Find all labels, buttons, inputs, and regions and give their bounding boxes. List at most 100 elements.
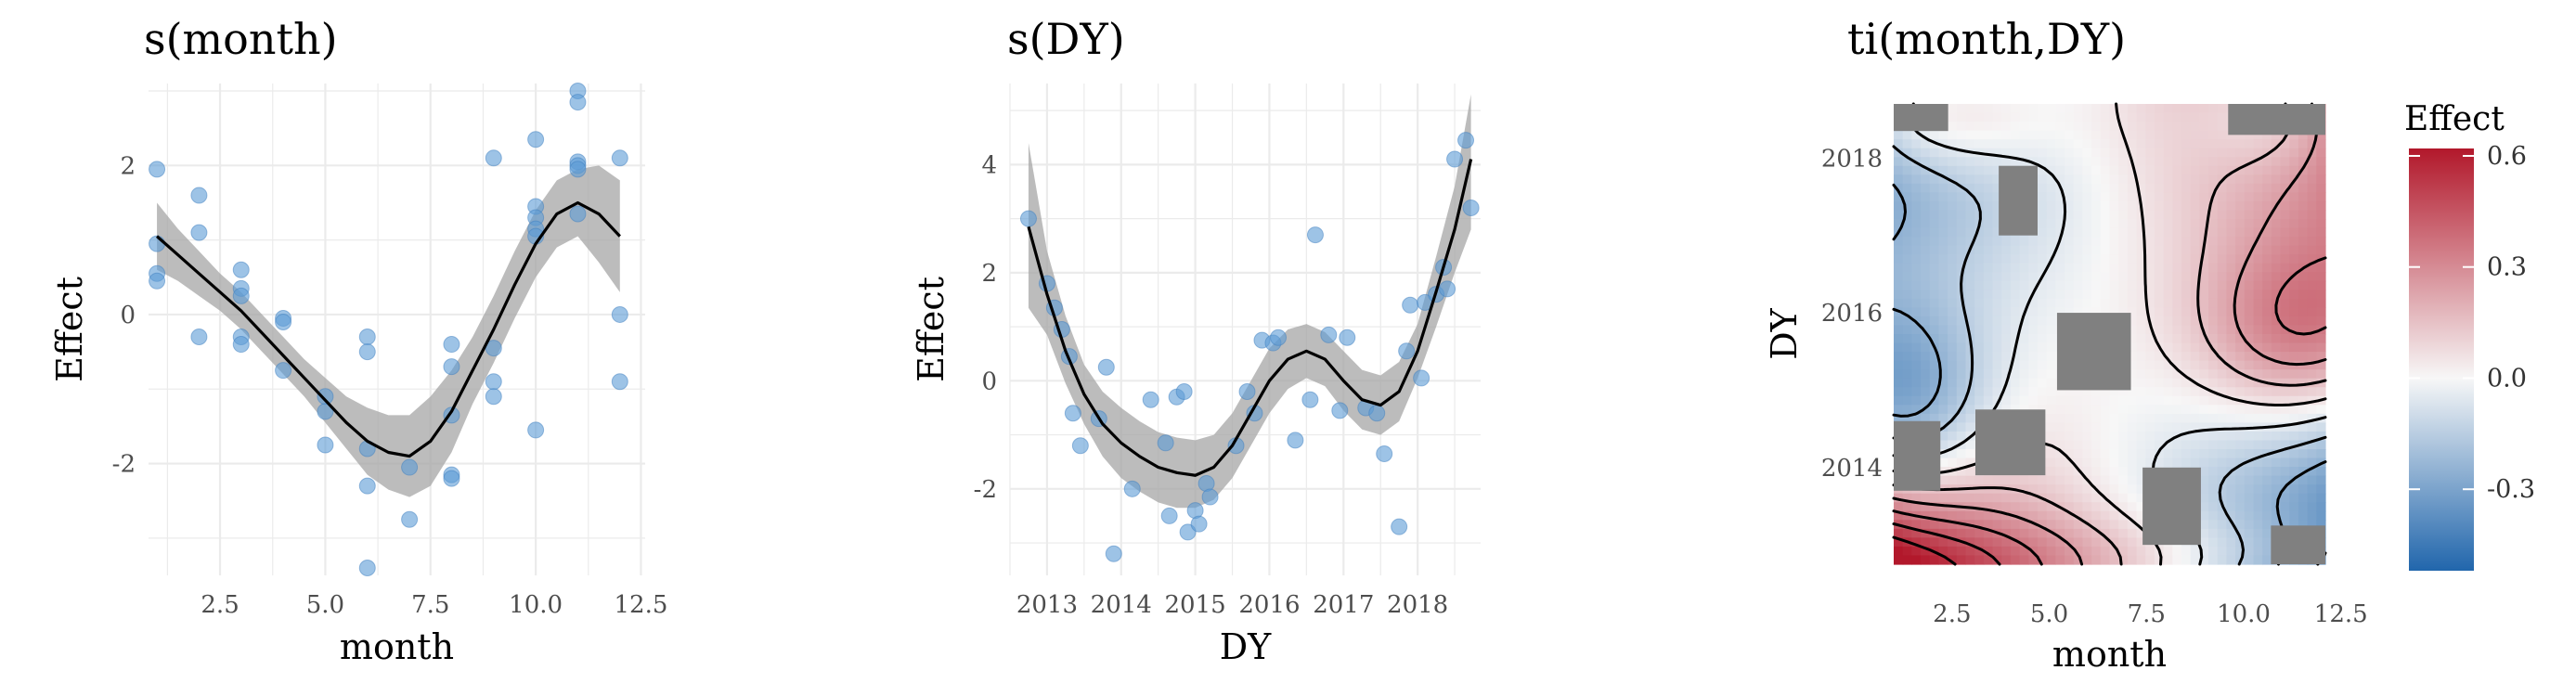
heatmap-cell (2010, 263, 2021, 273)
heatmap-cell (2073, 130, 2084, 140)
heatmap-cell (2118, 555, 2129, 565)
heatmap-cell (1948, 122, 1958, 132)
heatmap-cell (2019, 546, 2029, 557)
heatmap-cell (2136, 431, 2146, 442)
heatmap-cell (2118, 237, 2129, 247)
heatmap-cell (1965, 174, 1975, 185)
heatmap-cell (2208, 493, 2219, 503)
heatmap-cell (2226, 502, 2236, 512)
heatmap-cell (2145, 165, 2155, 175)
heatmap-cell (1911, 387, 1922, 397)
heatmap-cell (2109, 122, 2119, 132)
heatmap-cell (2235, 484, 2246, 495)
heatmap-cell (1992, 360, 2002, 370)
heatmap-cell (1894, 378, 1904, 388)
heatmap-cell (2280, 449, 2290, 459)
heatmap-cell (1921, 280, 1931, 290)
heatmap-cell (2073, 139, 2084, 149)
heatmap-cell (2163, 174, 2173, 185)
data-point (611, 373, 628, 391)
heatmap-cell (1992, 165, 2002, 175)
heatmap-cell (2100, 227, 2111, 238)
heatmap-cell (2262, 334, 2272, 344)
heatmap-cell (2262, 174, 2272, 185)
heatmap-cell (1938, 342, 1948, 353)
heatmap-cell (2226, 307, 2236, 317)
heatmap-cell (2028, 298, 2039, 308)
heatmap-cell (2208, 316, 2219, 327)
heatmap-cell (2199, 378, 2209, 388)
heatmap-cell (2163, 200, 2173, 212)
heatmap-cell (2145, 112, 2155, 122)
heatmap-cell (2199, 192, 2209, 202)
heatmap-cell (2073, 298, 2084, 308)
heatmap-cell (2199, 263, 2209, 273)
heatmap-cell (2316, 148, 2326, 158)
heatmap-cell (2055, 467, 2065, 477)
heatmap-cell (2271, 210, 2282, 220)
heatmap-cell (2226, 484, 2236, 495)
heatmap-cell (2118, 546, 2129, 557)
heatmap-cell (2109, 200, 2119, 212)
heatmap-cell (2154, 413, 2165, 423)
data-point (569, 94, 587, 111)
x-tick-label: 2018 (1387, 591, 1448, 619)
heatmap-cell (2065, 219, 2075, 229)
data-point (1287, 432, 1304, 449)
heatmap-cell (1983, 254, 1994, 264)
heatmap-cell (2208, 502, 2219, 512)
heatmap-cell (2172, 130, 2182, 140)
heatmap-cell (2316, 298, 2326, 308)
heatmap-cell (1948, 431, 1958, 442)
heatmap-cell (2136, 440, 2146, 450)
heatmap-cell (2307, 405, 2317, 415)
heatmap-cell (1965, 272, 1975, 282)
heatmap-cell (2065, 298, 2075, 308)
heatmap-cell (2001, 245, 2012, 255)
x-tick-label: 2.5 (1933, 600, 1971, 628)
heatmap-cell (2082, 493, 2092, 503)
heatmap-cell (1992, 148, 2002, 158)
heatmap-cell (2136, 157, 2146, 167)
heatmap-cell (2100, 112, 2111, 122)
heatmap-cell (2280, 520, 2290, 530)
heatmap-cell (2055, 157, 2065, 167)
heatmap-cell (2100, 307, 2111, 317)
heatmap-cell (2280, 200, 2290, 212)
data-point (485, 388, 502, 406)
data-point (1190, 515, 1208, 533)
heatmap-cell (2217, 510, 2228, 521)
heatmap-cell (2226, 183, 2236, 193)
heatmap-cell (2208, 555, 2219, 565)
heatmap-cell (1902, 237, 1912, 247)
heatmap-cell (1921, 325, 1931, 335)
heatmap-cell (2065, 280, 2075, 290)
data-point (1105, 545, 1122, 562)
heatmap-cell (2100, 395, 2111, 406)
heatmap-cell (1902, 254, 1912, 264)
heatmap-cell (1956, 378, 1967, 388)
heatmap-cell (2082, 165, 2092, 175)
heatmap-cell (2136, 263, 2146, 273)
heatmap-cell (2190, 369, 2200, 380)
heatmap-cell (2226, 493, 2236, 503)
heatmap-cell (2082, 395, 2092, 406)
heatmap-cell (2055, 165, 2065, 175)
heatmap-cell (2280, 440, 2290, 450)
heatmap-cell (2307, 174, 2317, 185)
heatmap-cell (2082, 510, 2092, 521)
heatmap-cell (2136, 325, 2146, 335)
heatmap-cell (2001, 520, 2012, 530)
heatmap-cell (1974, 290, 1985, 300)
heatmap-cell (2172, 122, 2182, 132)
heatmap-cell (2136, 307, 2146, 317)
data-point (317, 436, 334, 454)
heatmap-cell (2091, 192, 2102, 202)
heatmap-cell (2208, 440, 2219, 450)
heatmap-cell (1911, 493, 1922, 503)
heatmap-cell (2235, 413, 2246, 423)
heatmap-cell (1974, 237, 1985, 247)
heatmap-cell (2262, 502, 2272, 512)
heatmap-cell (2235, 352, 2246, 362)
heatmap-cell (2226, 458, 2236, 468)
